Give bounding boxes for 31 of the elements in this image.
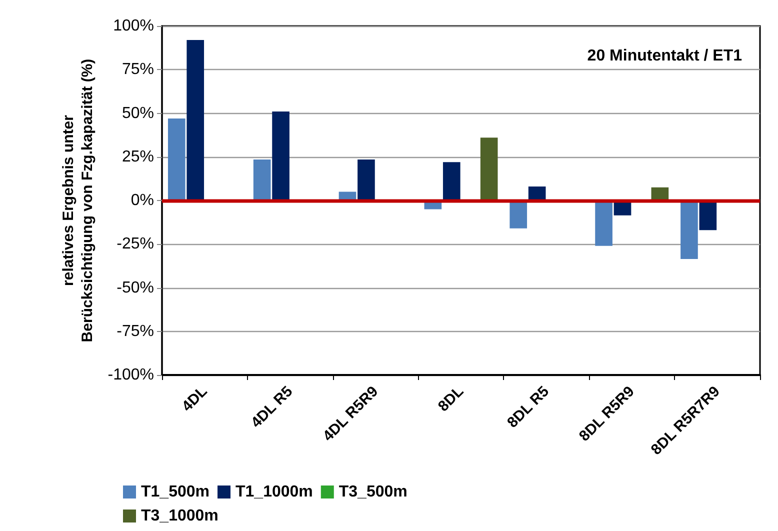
y-tick-label: -75%	[116, 322, 154, 340]
y-tick-label: -25%	[116, 236, 154, 253]
y-tick-label: 0%	[130, 192, 154, 209]
annotation: 20 Minutentakt / ET1	[587, 48, 742, 64]
y-tick-label: 100%	[113, 18, 154, 34]
legend-label: T1_1000m	[235, 484, 313, 500]
bar	[253, 159, 271, 200]
bar	[186, 40, 204, 200]
y-tick-label: 75%	[122, 61, 154, 78]
y-tick-label: -50%	[116, 279, 154, 296]
x-tick-label: 4DL	[178, 382, 211, 416]
bar	[442, 162, 460, 200]
y-axis-title: relatives Ergebnis unter Berücksichtigung von Fzg.kapazität (%)	[60, 58, 96, 342]
x-tick-label: 4DL R5	[248, 382, 296, 432]
bar	[480, 138, 498, 200]
bar	[358, 159, 375, 200]
bar	[168, 118, 186, 200]
y-tick-label: 50%	[122, 104, 154, 122]
bar	[528, 186, 546, 200]
bar	[680, 200, 698, 259]
x-tick-label: 8DL	[434, 382, 468, 416]
legend-label: T1_500m	[141, 484, 210, 500]
bar	[272, 112, 290, 200]
y-tick-label: 25%	[122, 148, 154, 166]
bar	[595, 200, 612, 246]
x-tick-label: 8DL R5	[504, 382, 552, 432]
legend-label: T3_500m	[338, 484, 408, 500]
legend-label: T3_1000m	[141, 508, 218, 524]
bar	[510, 200, 528, 228]
bar	[651, 187, 669, 200]
y-tick-label: -100%	[108, 366, 154, 384]
